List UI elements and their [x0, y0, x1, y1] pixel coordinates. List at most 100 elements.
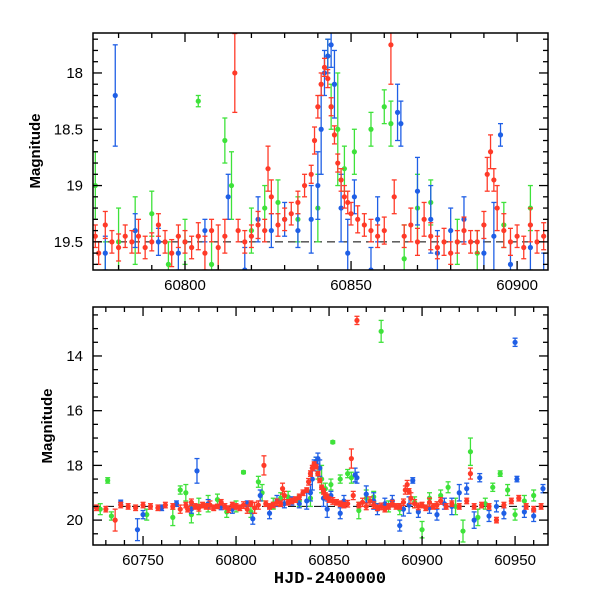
marker	[132, 505, 139, 511]
marker	[207, 502, 213, 508]
data-point-blue	[331, 49, 338, 119]
marker	[255, 222, 261, 228]
data-point-red	[361, 213, 367, 237]
axis-ticks	[93, 307, 548, 545]
marker	[30, 239, 35, 244]
marker	[382, 501, 388, 507]
data-point-blue	[475, 298, 480, 343]
marker	[497, 471, 503, 477]
data-point-red	[508, 497, 514, 505]
data-point-red	[345, 499, 351, 508]
x-tick-label: 60800	[164, 277, 206, 294]
marker	[512, 339, 518, 345]
marker	[361, 222, 367, 228]
data-point-red	[282, 207, 288, 232]
data-point-red	[381, 216, 387, 245]
data-point-red	[478, 501, 485, 509]
data-point-green	[177, 485, 183, 495]
marker	[468, 239, 474, 245]
data-point-green	[378, 319, 384, 343]
marker	[568, 239, 573, 244]
marker	[196, 505, 202, 511]
data-point-blue	[268, 213, 274, 249]
marker	[428, 216, 434, 222]
marker	[382, 506, 388, 512]
x-axis-label: HJD-2400000	[274, 570, 386, 589]
marker	[400, 506, 407, 512]
marker	[93, 233, 98, 239]
data-point-green	[23, 253, 28, 298]
data-point-green	[574, 208, 579, 276]
data-point-red	[354, 315, 360, 326]
marker	[454, 239, 460, 245]
y-tick-label: 19.5	[54, 234, 83, 251]
data-point-red	[202, 235, 208, 270]
marker	[337, 510, 343, 516]
marker	[188, 506, 195, 512]
marker	[282, 216, 288, 222]
data-point-green	[170, 508, 176, 527]
marker	[493, 517, 500, 523]
data-point-red	[348, 201, 354, 226]
data-point-red	[103, 505, 109, 513]
marker	[464, 498, 470, 504]
marker	[250, 516, 256, 522]
data-point-red	[125, 503, 131, 510]
data-point-red	[516, 494, 522, 502]
data-point-red	[237, 504, 243, 512]
marker	[481, 222, 487, 228]
marker	[412, 501, 418, 507]
marker	[140, 512, 146, 518]
marker	[538, 503, 544, 510]
data-point-red	[350, 490, 356, 501]
data-point-red	[414, 227, 421, 257]
marker	[481, 250, 487, 256]
marker	[401, 233, 407, 239]
marker	[348, 211, 354, 217]
data-point-red	[389, 499, 395, 508]
marker	[456, 490, 462, 496]
marker	[83, 251, 88, 256]
data-point-red	[208, 218, 215, 243]
marker	[134, 527, 141, 533]
marker	[594, 217, 599, 222]
data-point-red	[363, 502, 369, 511]
data-point-red	[501, 501, 507, 509]
data-point-red	[338, 168, 344, 192]
marker	[240, 469, 247, 475]
marker	[262, 227, 268, 234]
marker	[268, 194, 274, 200]
data-point-blue	[324, 500, 330, 519]
y-tick-label: 20	[66, 512, 83, 529]
marker	[255, 502, 261, 508]
data-point-red	[255, 210, 261, 240]
marker	[512, 512, 518, 518]
data-point-green	[183, 483, 189, 502]
marker	[328, 42, 334, 48]
data-point-blue	[345, 218, 351, 270]
data-point-red	[262, 218, 268, 243]
marker	[208, 261, 215, 267]
data-point-blue	[456, 483, 462, 502]
data-point-red	[408, 207, 414, 243]
data-point-red	[538, 503, 544, 510]
marker	[505, 487, 511, 493]
marker	[449, 501, 455, 507]
marker	[381, 104, 387, 110]
data-point-red	[3, 236, 8, 259]
marker	[194, 468, 200, 474]
data-point-red	[115, 233, 122, 262]
data-point-green	[445, 481, 451, 494]
data-point-green	[419, 520, 425, 539]
data-point-blue	[464, 482, 470, 495]
axis-ticks	[93, 33, 548, 270]
data-point-red	[140, 501, 146, 509]
marker	[270, 502, 276, 508]
data-point-red	[43, 236, 48, 259]
data-point-red	[441, 227, 447, 257]
marker	[43, 245, 48, 250]
marker	[202, 250, 208, 256]
marker	[467, 471, 474, 477]
data-point-red	[142, 235, 148, 260]
marker	[493, 503, 500, 510]
